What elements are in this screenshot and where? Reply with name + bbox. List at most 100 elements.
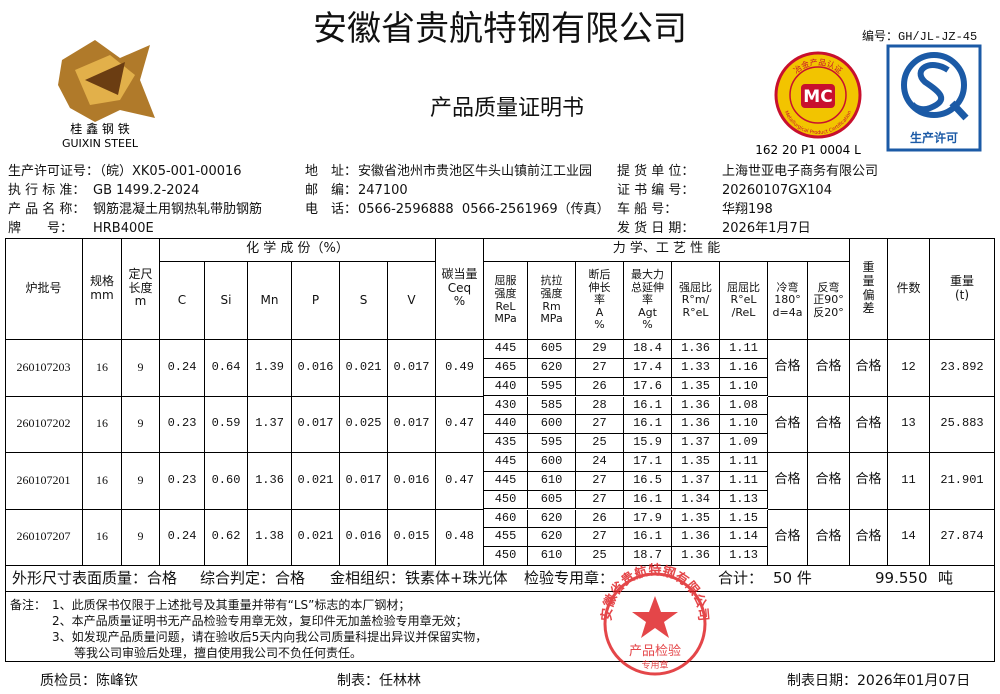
info-label: 电 话：	[305, 202, 358, 217]
mech-value: 1.16	[720, 358, 768, 378]
company-name: 安徽省贵航特钢有限公司	[313, 9, 687, 49]
chem-value: 1.38	[248, 509, 292, 566]
mech-value: 27	[576, 490, 624, 510]
mech-value: 16.1	[624, 396, 672, 416]
mc-code: 162 20 P1 0004 L	[755, 143, 861, 157]
summary-weight: 99.550	[875, 569, 928, 587]
chem-value: 0.62	[205, 509, 248, 566]
mech-value: 605	[528, 340, 576, 359]
column-header: 碳当量 Ceq %	[436, 238, 484, 340]
reverse-bend: 合格	[808, 340, 850, 397]
column-header: 抗拉 强度 Rm MPa	[528, 262, 576, 340]
column-header: Mn	[248, 262, 292, 340]
summary-row	[5, 566, 995, 592]
cold-bend: 合格	[768, 453, 808, 510]
mech-value: 17.1	[624, 453, 672, 472]
mech-value: 1.37	[672, 434, 720, 453]
chem-value: 0.23	[160, 396, 205, 453]
info-value: （皖）XK05-001-00016	[93, 164, 242, 179]
info-label: 证 书 编 号：	[617, 183, 695, 198]
mech-value: 435	[484, 434, 528, 453]
mech-value: 25	[576, 547, 624, 566]
length: 9	[122, 509, 160, 566]
length: 9	[122, 453, 160, 510]
table-frame	[5, 238, 995, 566]
column-header: V	[388, 262, 436, 340]
mech-value: 17.6	[624, 377, 672, 397]
info-label: 牌 号：	[8, 221, 74, 236]
ceq: 0.47	[436, 396, 484, 453]
length: 9	[122, 396, 160, 453]
mech-value: 440	[484, 415, 528, 435]
summary-seal: 检验专用章：	[524, 569, 615, 587]
mech-value: 595	[528, 377, 576, 397]
footer-inspector: 质检员：陈峰钦	[40, 673, 138, 689]
mech-value: 1.10	[720, 377, 768, 397]
info-label: 地 址：	[305, 164, 358, 179]
column-header: 规格 mm	[83, 238, 122, 340]
mech-value: 18.4	[624, 340, 672, 359]
ceq: 0.48	[436, 509, 484, 566]
chem-value: 0.016	[388, 453, 436, 510]
ceq: 0.47	[436, 453, 484, 510]
mech-value: 610	[528, 471, 576, 491]
info-value: GB 1499.2-2024	[93, 183, 200, 198]
chem-value: 0.59	[205, 396, 248, 453]
summary-appearance: 外形尺寸表面质量：合格	[12, 569, 178, 587]
mech-value: 465	[484, 358, 528, 378]
reverse-bend: 合格	[808, 453, 850, 510]
chem-value: 0.016	[292, 340, 340, 397]
chem-value: 0.021	[292, 453, 340, 510]
weight-deviation: 合格	[850, 453, 888, 510]
cold-bend: 合格	[768, 509, 808, 566]
mech-value: 1.36	[672, 340, 720, 359]
chem-value: 0.015	[388, 509, 436, 566]
mech-value: 24	[576, 453, 624, 472]
mech-value: 1.11	[720, 471, 768, 491]
qs-logo: 生产许可	[886, 44, 982, 152]
footer-date: 制表日期：2026年01月07日	[787, 673, 971, 689]
mech-value: 440	[484, 377, 528, 397]
group-header: 力 学、工 艺 性 能	[484, 238, 850, 262]
chem-value: 0.64	[205, 340, 248, 397]
doc-title: 产品质量证明书	[429, 96, 584, 121]
reverse-bend: 合格	[808, 509, 850, 566]
mech-value: 1.36	[672, 396, 720, 416]
lot-number: 260107202	[5, 396, 83, 453]
footer-tabulator: 制表：任林林	[337, 673, 421, 689]
info-value: 安徽省池州市贵池区牛头山镇前江工业园	[358, 164, 593, 179]
summary-pieces: 50 件	[773, 569, 812, 587]
info-value: 华翔198	[722, 202, 773, 217]
mech-value: 620	[528, 509, 576, 529]
chem-value: 0.017	[388, 396, 436, 453]
spec: 16	[83, 509, 122, 566]
mech-value: 1.35	[672, 453, 720, 472]
cold-bend: 合格	[768, 396, 808, 453]
mech-value: 610	[528, 547, 576, 566]
cold-bend: 合格	[768, 340, 808, 397]
spec: 16	[83, 340, 122, 397]
company-logo: 桂 鑫 钢 铁 GUIXIN STEEL	[58, 40, 155, 150]
info-value: 247100	[358, 183, 408, 198]
mc-logo: 冶金产品认证 Metallurgical Product Certificati…	[755, 51, 862, 157]
mech-value: 455	[484, 528, 528, 548]
mech-value: 18.7	[624, 547, 672, 566]
mech-value: 1.11	[720, 340, 768, 359]
column-header: 件数	[888, 238, 930, 340]
mech-value: 445	[484, 340, 528, 359]
length: 9	[122, 340, 160, 397]
mech-value: 27	[576, 358, 624, 378]
mech-value: 450	[484, 547, 528, 566]
chem-value: 0.017	[292, 396, 340, 453]
mc-mark: MC	[803, 87, 832, 107]
mech-value: 15.9	[624, 434, 672, 453]
summary-judgement: 综合判定：合格	[200, 569, 306, 587]
mech-value: 1.11	[720, 453, 768, 472]
summary-structure: 金相组织：铁素体+珠光体	[330, 569, 508, 587]
column-header: 屈服 强度 ReL MPa	[484, 262, 528, 340]
lot-number: 260107201	[5, 453, 83, 510]
info-value: 2026年1月7日	[722, 221, 811, 236]
info-value: HRB400E	[93, 221, 154, 236]
chem-value: 0.24	[160, 340, 205, 397]
note-line: 2、本产品质量证明书无产品检验专用章无效，复印件无加盖检验专用章无效；	[52, 614, 468, 628]
